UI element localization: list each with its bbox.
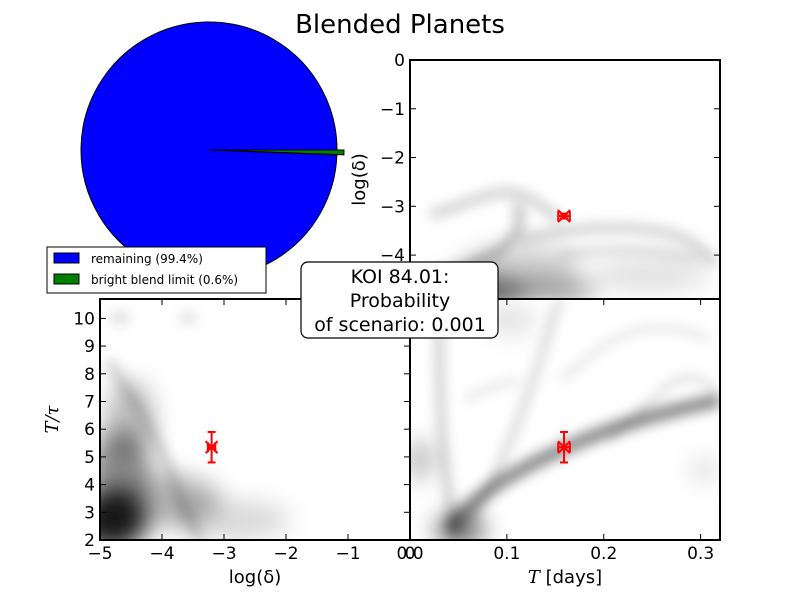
- y-tick-label: −2: [380, 149, 405, 169]
- y-tick-label: 3: [84, 503, 95, 523]
- legend-frame: [46, 246, 267, 294]
- legend-swatch: [53, 252, 80, 264]
- y-tick-label: 8: [84, 365, 95, 385]
- data-point-marker: [557, 209, 571, 223]
- pie-chart: [80, 21, 345, 279]
- y-tick-label: 0: [394, 51, 405, 71]
- x-tick-label: −5: [87, 544, 112, 564]
- legend-label: bright blend limit (0.6%): [91, 273, 238, 287]
- y-tick-label: 2: [84, 531, 95, 551]
- annotation-line-2: Probability: [350, 290, 450, 312]
- axes-frame: [409, 298, 721, 541]
- density-bottom-right: [410, 299, 720, 540]
- axes-bottom-left: −5 −4 −3 −2 −1 0 2 3 4 5 6 7 8 9 10 log(δ) T/τ: [42, 298, 416, 588]
- pie-legend: remaining (99.4%) bright blend limit (0.6…: [46, 246, 267, 294]
- x-axis-label: T [days]: [528, 567, 602, 588]
- y-axis-label: T/τ: [42, 404, 63, 433]
- x-axis-label: log(δ): [229, 567, 282, 588]
- data-point-marker: [557, 430, 571, 464]
- data-point-marker: [204, 430, 219, 464]
- x-tick-label: −1: [335, 544, 360, 564]
- x-tick-label: 0.2: [590, 544, 617, 564]
- axes-bottom-right: 0.0 0.1 0.2 0.3 T [days]: [396, 298, 721, 588]
- annotation-line-3: of scenario: 0.001: [314, 314, 486, 336]
- legend-swatch: [53, 273, 80, 285]
- axes-layer: 0 −1 −2 −3 −4 log(δ) −5 −4 −3 −2 −1 0 2 3 4 5 6 7 8 9 10 log(…: [42, 51, 721, 588]
- legend-label: remaining (99.4%): [91, 252, 203, 266]
- density-bottom-left: [100, 312, 290, 540]
- y-tick-label: 5: [84, 448, 95, 468]
- x-tick-label: −3: [211, 544, 236, 564]
- axes-top-right: 0 −1 −2 −3 −4 log(δ): [349, 51, 721, 300]
- x-tick-label: 0: [405, 544, 416, 564]
- y-tick-label: 4: [84, 476, 95, 496]
- x-tick-label: 0.3: [687, 544, 714, 564]
- chart-title: Blended Planets: [295, 10, 505, 40]
- y-axis-label: log(δ): [349, 153, 370, 206]
- x-tick-label: 0.1: [493, 544, 520, 564]
- x-tick-label: −4: [149, 544, 174, 564]
- y-tick-label: −3: [380, 197, 405, 217]
- density-top-right: [410, 187, 720, 299]
- scenario-annotation: KOI 84.01: Probability of scenario: 0.00…: [300, 261, 499, 339]
- y-tick-label: −1: [380, 100, 405, 120]
- y-tick-label: 10: [73, 309, 95, 329]
- y-tick-label: 7: [84, 392, 95, 412]
- x-tick-label: 0.0: [396, 544, 423, 564]
- annotation-line-1: KOI 84.01:: [351, 266, 450, 288]
- x-tick-label: −2: [273, 544, 298, 564]
- y-tick-label: 9: [84, 337, 95, 357]
- y-tick-label: −4: [380, 246, 405, 266]
- pie-slice-remaining: [80, 21, 338, 279]
- y-tick-label: 6: [84, 420, 95, 440]
